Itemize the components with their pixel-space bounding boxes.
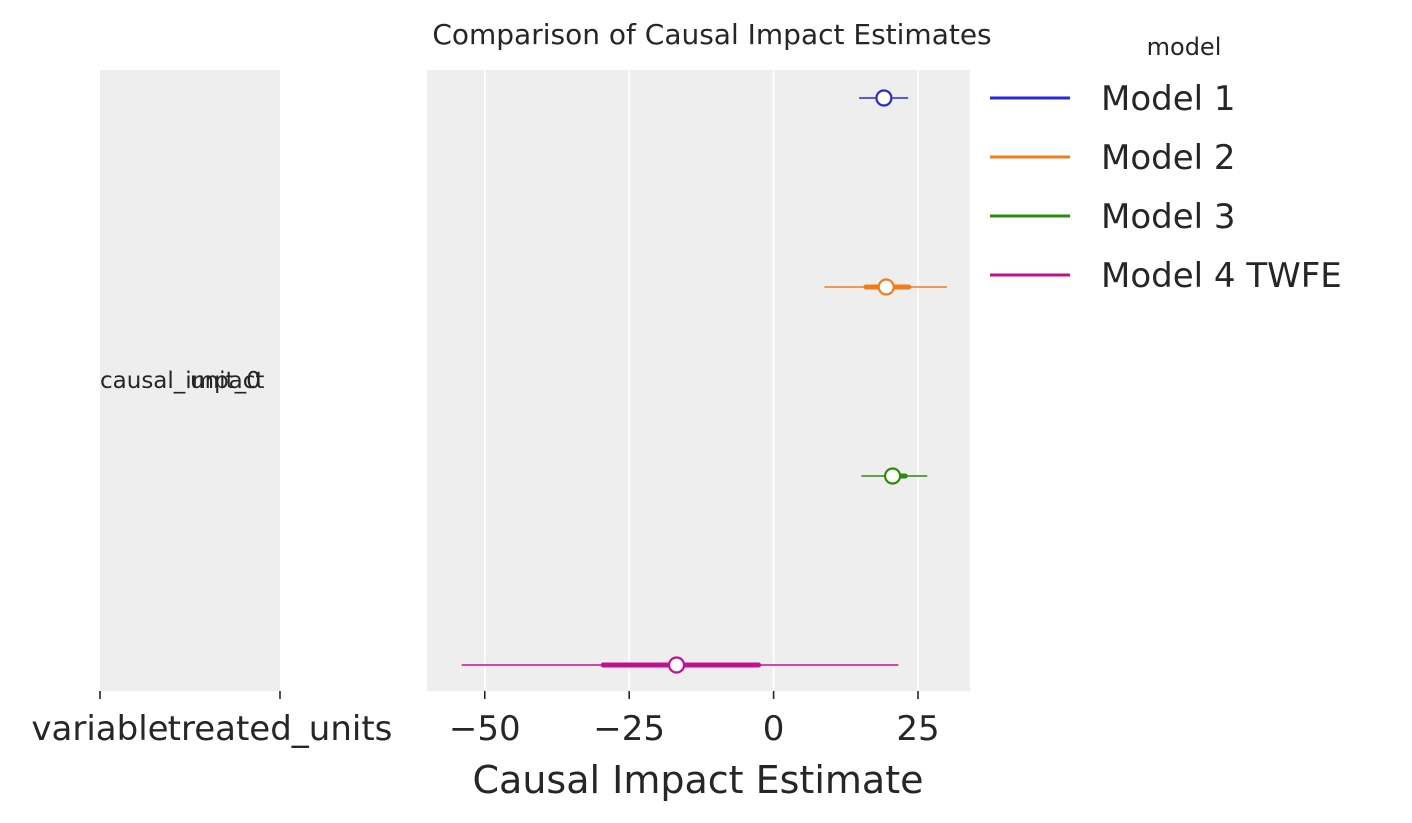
legend-title: model	[1147, 33, 1222, 61]
legend-entry-4: Model 4 TWFE	[990, 256, 1342, 296]
legend-label: Model 3	[1101, 197, 1236, 237]
series-4	[461, 656, 899, 674]
column-header-treated-units: treated_units	[168, 709, 393, 749]
legend-entry-1: Model 1	[990, 79, 1236, 119]
point-estimate	[883, 467, 902, 485]
x-tick-label: 25	[896, 709, 939, 749]
x-tick-label: 0	[763, 709, 785, 749]
chart-title: Comparison of Causal Impact Estimates	[432, 18, 991, 51]
x-tick-label: −25	[593, 709, 665, 749]
series-1	[859, 89, 909, 107]
treated-units-label: unit_0	[190, 368, 261, 394]
legend: Model 1 Model 2 Model 3 Model 4 TWFE	[990, 79, 1342, 296]
x-axis: −50 −25 0 25	[449, 691, 940, 749]
x-tick-label: −50	[449, 709, 521, 749]
legend-label: Model 4 TWFE	[1101, 256, 1342, 296]
x-axis-label: Causal Impact Estimate	[473, 758, 924, 802]
legend-label: Model 1	[1101, 79, 1236, 119]
series-3	[861, 467, 928, 485]
label-panel	[100, 70, 280, 691]
plot-area	[427, 70, 970, 691]
point-estimate	[875, 89, 893, 107]
variable-label: causal_impact	[100, 368, 264, 394]
grid-lines	[483, 70, 919, 691]
legend-entry-2: Model 2	[990, 138, 1236, 178]
column-header-variable: variable	[31, 709, 168, 749]
series-2	[824, 278, 947, 296]
legend-entry-3: Model 3	[990, 197, 1236, 237]
legend-label: Model 2	[1101, 138, 1236, 178]
point-estimate	[667, 656, 686, 674]
point-estimate	[877, 278, 895, 296]
data-marks	[461, 89, 947, 674]
